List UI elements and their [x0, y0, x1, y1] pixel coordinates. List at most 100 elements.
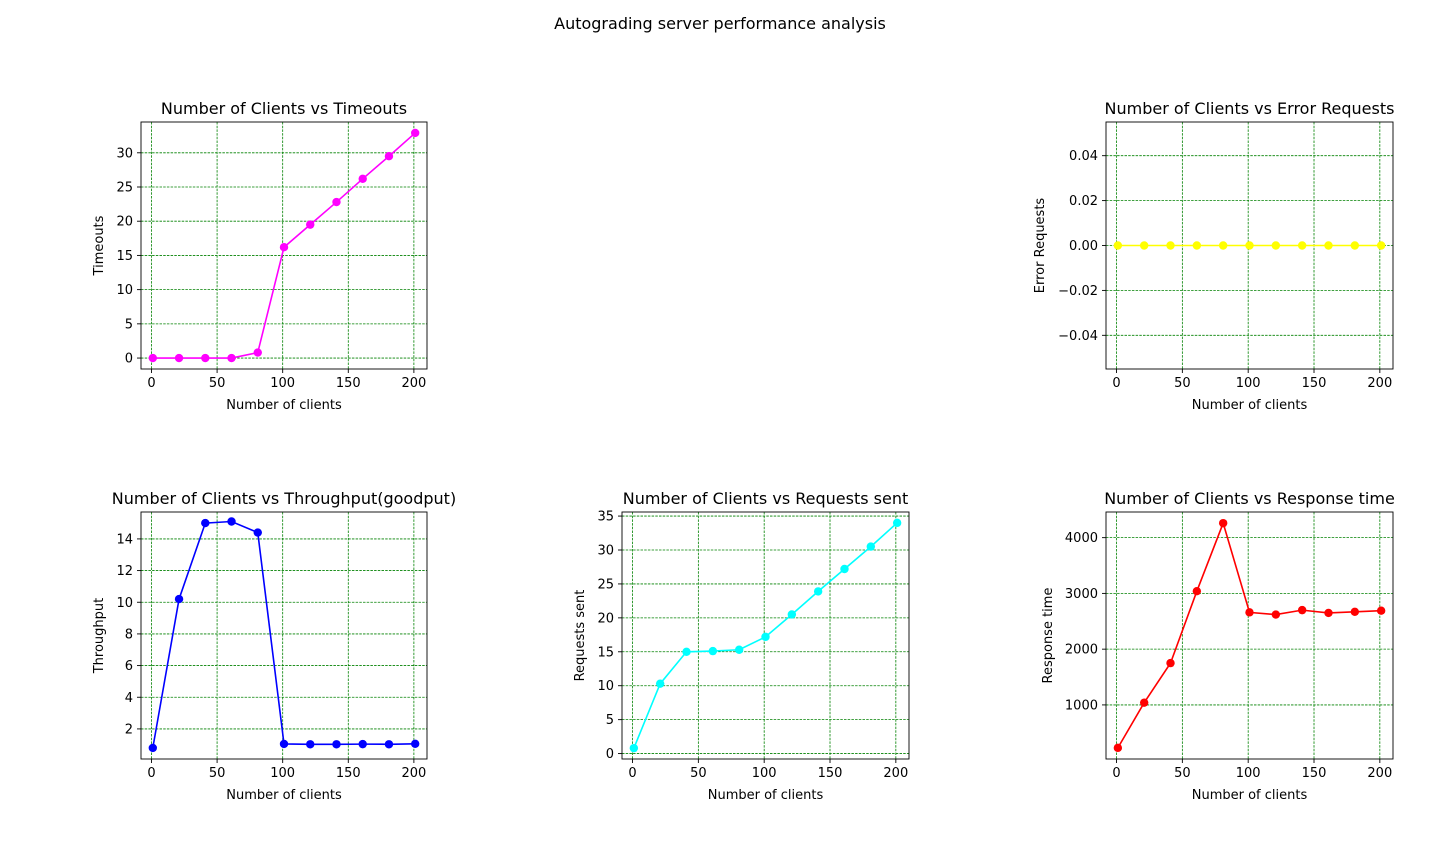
- throughput-xtick-label-4: 200: [401, 766, 426, 781]
- errors-xtick-label-4: 200: [1367, 376, 1392, 391]
- response-title: Number of Clients vs Response time: [1104, 489, 1395, 508]
- throughput-xlabel: Number of clients: [226, 788, 342, 803]
- throughput-subplot: 0 50 100 150 200 2 4 6 8 10 12 14 Number of Clients …: [92, 489, 456, 803]
- throughput-series-line: [152, 520, 416, 749]
- errors-point-8: [1324, 241, 1333, 250]
- timeouts-subplot: 0 50 100 150 200 0 5 10 15 20 25 30 Number of Client…: [92, 99, 428, 413]
- errors-subplot: 0 50 100 150 200 −0.04 −0.02 0.00 0.02 0.04 Number…: [1033, 99, 1394, 413]
- throughput-ylabel: Throughput: [92, 598, 107, 675]
- requests-point-5: [761, 632, 770, 642]
- response-point-6: [1271, 610, 1281, 619]
- response-subplot: 0 50 100 150 200 1000 2000 3000 4000 Number of Cl…: [1041, 489, 1395, 803]
- throughput-point-4: [253, 528, 262, 537]
- requests-point-4: [734, 645, 744, 654]
- response-point-7: [1297, 605, 1307, 615]
- timeouts-point-3: [227, 353, 236, 363]
- errors-ylabel: Error Requests: [1033, 198, 1048, 294]
- throughput-point-9: [384, 740, 394, 749]
- throughput-axes-frame: [140, 511, 428, 760]
- requests-ytick-label-6: 30: [597, 544, 614, 559]
- requests-ytick-label-5: 25: [597, 577, 614, 592]
- errors-point-10: [1376, 241, 1386, 250]
- requests-xtick-label-4: 200: [883, 766, 908, 781]
- timeouts-point-6: [306, 220, 315, 229]
- requests-point-3: [708, 646, 718, 656]
- errors-xtick-label-0: 0: [1112, 376, 1120, 391]
- response-point-4: [1218, 518, 1228, 528]
- timeouts-xtick-label-4: 200: [401, 376, 426, 391]
- timeouts-ytick-label-4: 20: [116, 215, 133, 230]
- requests-point-9: [866, 542, 876, 551]
- response-axes-frame: [1105, 511, 1394, 760]
- timeouts-xlabel: Number of clients: [226, 398, 342, 413]
- throughput-ytick-label-0: 2: [125, 722, 133, 737]
- timeouts-point-9: [384, 152, 394, 161]
- response-ytick-label-0: 1000: [1065, 698, 1098, 713]
- response-xlabel: Number of clients: [1192, 788, 1308, 803]
- response-point-9: [1350, 607, 1360, 617]
- response-xtick-label-0: 0: [1112, 766, 1120, 781]
- errors-xtick-label-2: 100: [1236, 376, 1261, 391]
- throughput-xtick-label-1: 50: [209, 766, 226, 781]
- errors-point-9: [1350, 241, 1360, 250]
- errors-ytick-label-4: 0.04: [1069, 149, 1098, 164]
- throughput-point-2: [201, 518, 210, 528]
- requests-axes-frame: [621, 511, 910, 760]
- timeouts-xtick-label-1: 50: [209, 376, 226, 391]
- throughput-point-6: [306, 740, 315, 749]
- errors-xlabel: Number of clients: [1192, 398, 1308, 413]
- throughput-ytick-label-5: 12: [116, 564, 133, 579]
- errors-ytick-label-1: −0.02: [1058, 284, 1098, 299]
- timeouts-point-7: [332, 197, 341, 207]
- errors-point-6: [1271, 241, 1281, 250]
- response-ylabel: Response time: [1041, 588, 1056, 684]
- response-ytick-label-2: 3000: [1065, 587, 1098, 602]
- response-series-line: [1117, 520, 1382, 749]
- requests-point-7: [813, 587, 823, 596]
- requests-title: Number of Clients vs Requests sent: [623, 489, 909, 508]
- timeouts-title: Number of Clients vs Timeouts: [161, 99, 407, 118]
- throughput-point-5: [279, 739, 289, 749]
- errors-title: Number of Clients vs Error Requests: [1105, 99, 1395, 118]
- requests-ytick-label-1: 5: [606, 713, 614, 728]
- response-point-0: [1113, 743, 1123, 753]
- response-point-5: [1245, 608, 1254, 617]
- errors-xtick-label-1: 50: [1174, 376, 1191, 391]
- requests-ytick-label-4: 20: [597, 611, 614, 626]
- response-point-2: [1166, 658, 1175, 668]
- errors-point-5: [1245, 241, 1254, 250]
- throughput-ytick-label-4: 10: [116, 596, 133, 611]
- timeouts-point-10: [410, 128, 420, 138]
- requests-xlabel: Number of clients: [708, 788, 824, 803]
- requests-point-10: [892, 518, 902, 528]
- response-point-8: [1324, 608, 1333, 618]
- response-point-3: [1192, 586, 1202, 596]
- throughput-point-10: [410, 739, 420, 748]
- requests-xtick-label-2: 100: [752, 766, 777, 781]
- timeouts-point-0: [148, 353, 158, 363]
- throughput-ytick-label-3: 8: [125, 627, 133, 642]
- response-xtick-label-4: 200: [1367, 766, 1392, 781]
- response-ytick-label-3: 4000: [1065, 531, 1098, 546]
- throughput-ytick-label-2: 6: [125, 659, 133, 674]
- errors-point-0: [1113, 241, 1123, 250]
- errors-xtick-label-3: 150: [1302, 376, 1327, 391]
- timeouts-point-2: [201, 353, 210, 363]
- timeouts-ytick-label-5: 25: [116, 181, 133, 196]
- throughput-point-1: [174, 594, 184, 604]
- response-point-1: [1139, 698, 1149, 707]
- requests-xtick-label-0: 0: [628, 766, 636, 781]
- requests-point-0: [629, 743, 639, 753]
- timeouts-xtick-label-0: 0: [147, 376, 155, 391]
- timeouts-ytick-label-3: 15: [116, 249, 133, 264]
- throughput-point-7: [332, 740, 341, 749]
- errors-point-2: [1166, 241, 1175, 250]
- timeouts-xtick-label-2: 100: [270, 376, 295, 391]
- errors-point-1: [1139, 241, 1149, 250]
- errors-point-3: [1192, 241, 1202, 250]
- requests-point-1: [655, 679, 665, 688]
- requests-xtick-label-3: 150: [818, 766, 843, 781]
- throughput-point-3: [227, 517, 236, 526]
- response-point-10: [1376, 606, 1386, 615]
